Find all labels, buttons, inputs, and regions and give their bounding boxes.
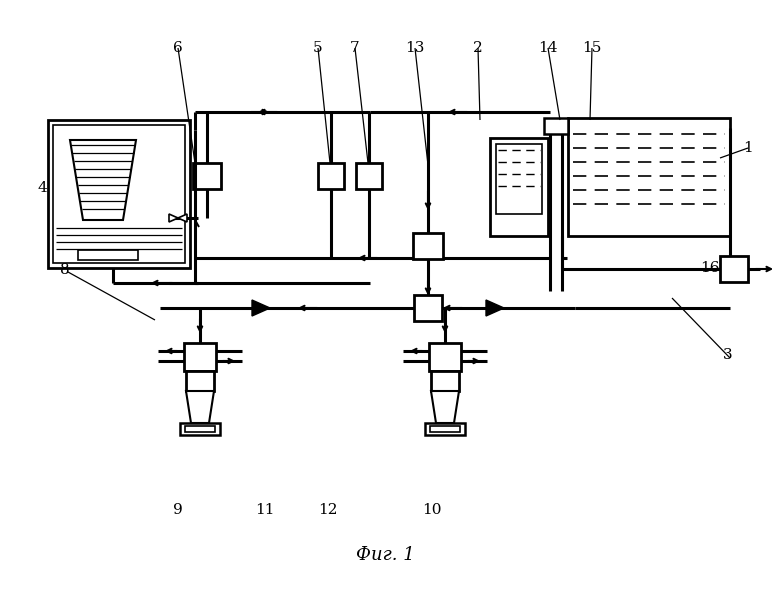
Text: 13: 13 [406,41,424,55]
Text: 15: 15 [583,41,601,55]
Polygon shape [186,391,214,423]
Bar [185,426,215,432]
Text: 10: 10 [422,503,441,517]
Bar [544,118,568,134]
Bar [490,138,548,236]
Text: 16: 16 [700,261,720,275]
Bar [425,423,465,435]
Polygon shape [431,391,459,423]
Text: 2: 2 [473,41,483,55]
Text: 9: 9 [173,503,183,517]
Text: 5: 5 [314,41,323,55]
Bar [184,343,216,371]
Text: 14: 14 [538,41,558,55]
Polygon shape [169,214,178,222]
Bar [430,426,460,432]
Bar [193,163,221,189]
Bar [720,256,748,282]
Bar [180,423,220,435]
Text: Фиг. 1: Фиг. 1 [356,546,414,564]
Bar [186,371,214,391]
Text: 12: 12 [318,503,338,517]
Bar [568,118,730,236]
Bar [413,233,443,259]
Text: 3: 3 [723,348,733,362]
Bar [429,343,461,371]
Polygon shape [178,214,187,222]
Polygon shape [70,140,136,220]
Bar [431,371,459,391]
Bar [53,125,185,263]
Bar [48,120,190,268]
Bar [318,163,344,189]
Text: 11: 11 [255,503,275,517]
Bar [496,144,542,214]
Bar [414,295,442,321]
Text: 4: 4 [37,181,47,195]
Text: 7: 7 [350,41,360,55]
Bar [78,250,138,260]
Polygon shape [252,300,270,316]
Bar [356,163,382,189]
Text: 8: 8 [60,263,70,277]
Text: 6: 6 [173,41,183,55]
Polygon shape [486,300,504,316]
Text: 1: 1 [743,141,753,155]
